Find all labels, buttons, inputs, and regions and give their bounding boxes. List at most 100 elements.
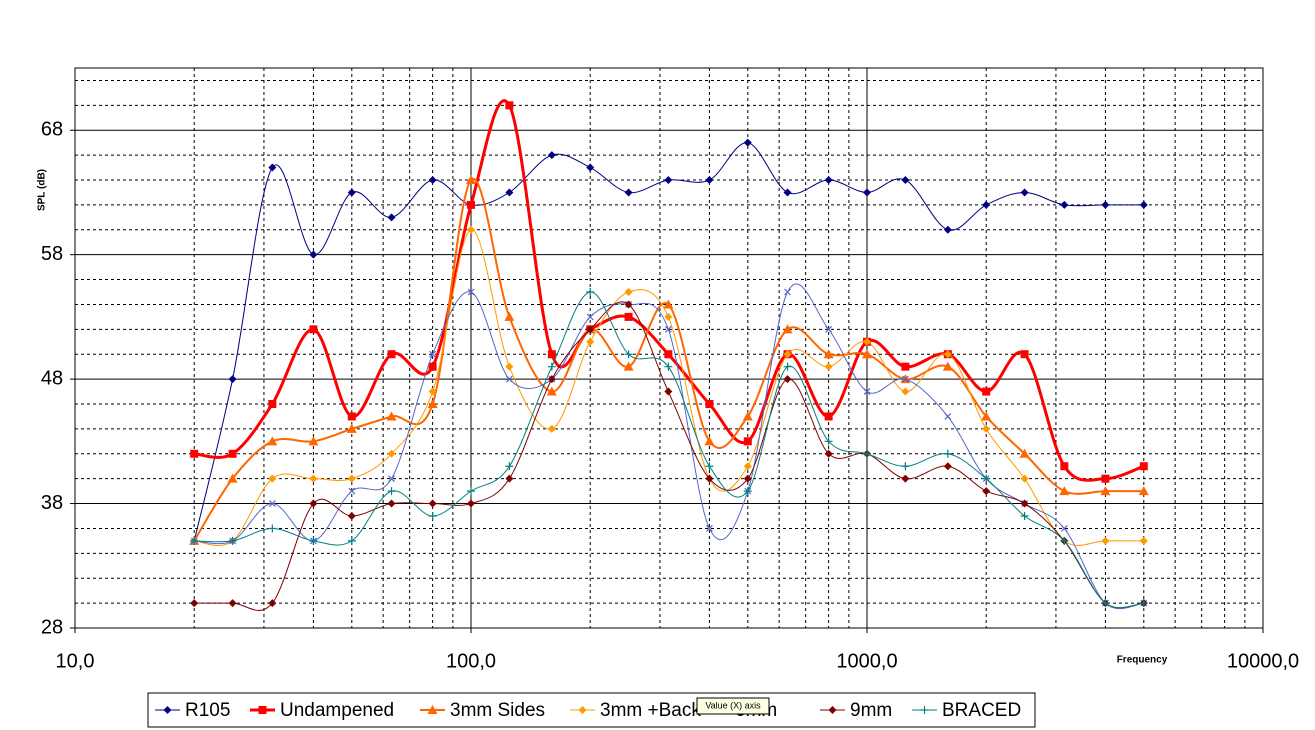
marker <box>782 324 793 334</box>
marker <box>258 706 267 714</box>
marker <box>308 436 319 446</box>
marker <box>547 375 556 384</box>
marker <box>705 525 713 532</box>
marker <box>901 474 910 483</box>
series-line <box>194 291 1144 609</box>
x-tick-label: 10000,0 <box>1227 650 1299 672</box>
marker <box>309 536 318 545</box>
marker <box>743 487 752 496</box>
marker <box>1101 536 1110 545</box>
marker <box>1139 536 1148 545</box>
marker <box>901 462 910 471</box>
marker <box>547 350 556 359</box>
marker <box>1101 200 1110 209</box>
marker <box>982 424 991 433</box>
marker <box>664 387 673 396</box>
marker <box>1138 486 1149 496</box>
marker <box>943 449 952 458</box>
series-line <box>194 283 1144 610</box>
marker <box>586 163 595 172</box>
marker <box>863 337 871 346</box>
marker <box>387 499 396 508</box>
marker <box>825 325 833 333</box>
marker <box>428 176 437 184</box>
legend-label: 3mm Sides <box>450 700 545 721</box>
marker <box>863 388 871 395</box>
y-tick-label: 48 <box>41 367 63 389</box>
marker <box>943 225 952 234</box>
x-axis-label: Frequency <box>1117 655 1168 666</box>
marker <box>663 299 674 309</box>
marker <box>163 706 172 714</box>
marker <box>901 362 910 371</box>
marker <box>664 312 673 321</box>
marker <box>901 375 909 383</box>
marker <box>190 449 199 458</box>
marker <box>824 449 833 458</box>
marker <box>920 706 929 714</box>
marker <box>863 188 871 197</box>
marker <box>586 325 595 334</box>
marker <box>1101 474 1110 483</box>
marker <box>387 213 396 222</box>
x-tick-label: 100,0 <box>446 650 496 672</box>
marker <box>743 437 752 446</box>
legend-label: R105 <box>185 700 230 721</box>
marker <box>784 288 791 296</box>
marker <box>1139 599 1148 608</box>
tooltip: Value (X) axis <box>705 700 761 710</box>
marker <box>743 474 752 483</box>
marker <box>742 411 753 421</box>
marker <box>190 536 199 545</box>
x-tick-label: 10,0 <box>56 650 95 672</box>
legend-label: BRACED <box>942 700 1021 721</box>
marker <box>228 449 237 458</box>
marker <box>467 200 475 209</box>
marker <box>1060 525 1068 532</box>
marker <box>1020 188 1029 197</box>
marker <box>428 362 437 371</box>
marker <box>1020 512 1029 520</box>
marker <box>982 487 991 496</box>
marker <box>1060 200 1069 209</box>
marker <box>268 400 277 408</box>
marker <box>624 312 633 321</box>
marker <box>505 474 514 483</box>
marker <box>428 387 437 396</box>
tooltip-box <box>696 697 770 715</box>
marker <box>309 499 318 508</box>
marker <box>467 487 475 496</box>
marker <box>863 449 871 458</box>
marker <box>704 436 715 446</box>
marker <box>824 176 833 184</box>
marker <box>624 288 633 296</box>
marker <box>467 288 475 296</box>
marker <box>624 300 633 309</box>
marker <box>1101 599 1110 608</box>
marker <box>268 474 277 483</box>
marker <box>268 500 276 507</box>
marker <box>824 362 833 371</box>
marker <box>783 188 792 197</box>
marker <box>664 362 673 371</box>
legend-label: 9mm <box>850 700 892 721</box>
marker <box>705 400 714 408</box>
marker <box>586 337 595 346</box>
marker <box>862 349 872 359</box>
y-tick-label: 38 <box>41 492 63 514</box>
marker <box>227 473 238 483</box>
marker <box>1059 486 1070 496</box>
series-line <box>193 177 1144 542</box>
marker <box>386 411 397 421</box>
marker <box>547 362 556 371</box>
marker <box>268 599 277 608</box>
marker <box>664 176 673 184</box>
marker <box>783 375 792 384</box>
marker <box>901 387 910 396</box>
marker <box>267 436 278 446</box>
marker <box>981 411 992 421</box>
series-line <box>193 142 1144 542</box>
marker <box>387 449 396 458</box>
